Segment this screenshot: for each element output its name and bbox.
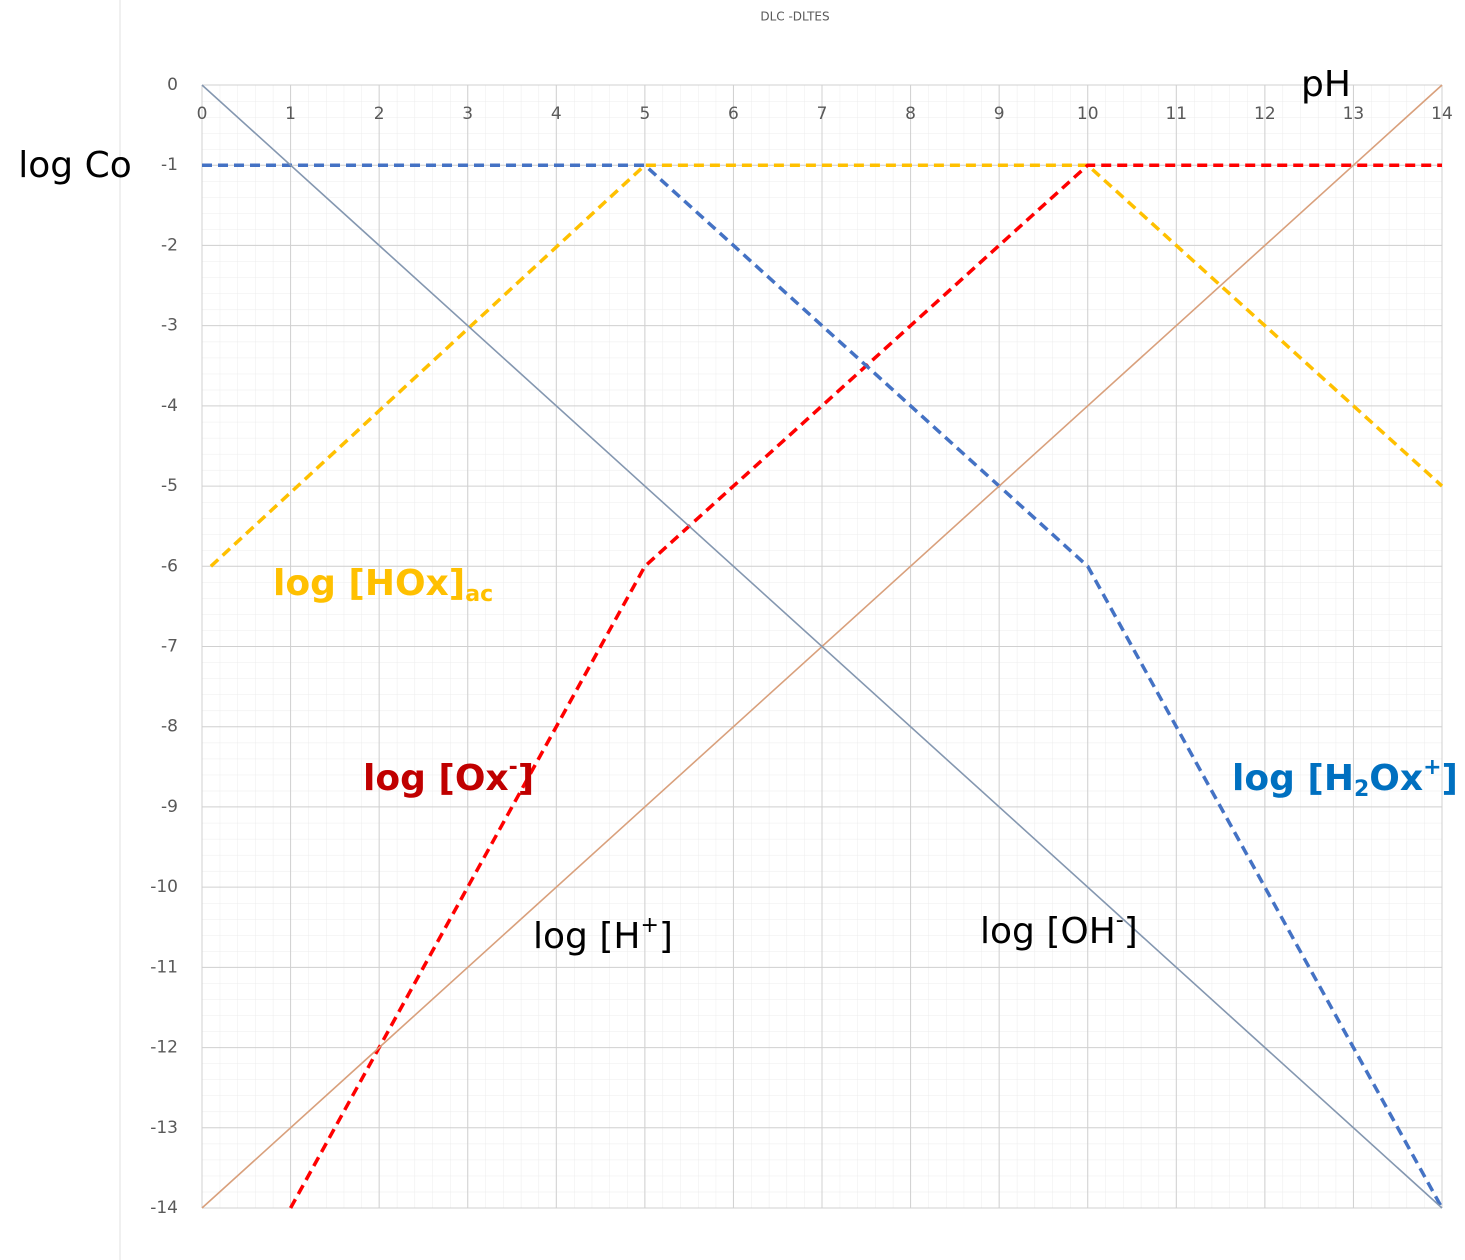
series-label-part: ]: [659, 916, 673, 957]
series-label: log [OH-]: [980, 908, 1138, 952]
y-tick-label: -7: [161, 637, 178, 657]
x-tick-label: 13: [1343, 104, 1365, 124]
y-tick-label: -5: [161, 476, 178, 496]
x-tick-label: 6: [728, 104, 739, 124]
x-tick-label: 2: [374, 104, 385, 124]
y-tick-label: -10: [150, 877, 178, 897]
series-label: log [H2Ox+]: [1232, 755, 1458, 802]
chart-title: DLC -DLTES: [760, 10, 829, 24]
x-tick-label: 5: [639, 104, 650, 124]
series-label-part: ]: [1124, 911, 1138, 952]
y-tick-label: -9: [161, 797, 178, 817]
x-tick-label: 14: [1431, 104, 1453, 124]
y-tick-label: -1: [161, 155, 178, 175]
series-label-part: +: [1423, 755, 1441, 780]
x-tick-label: 4: [551, 104, 562, 124]
x-tick-label: 8: [905, 104, 916, 124]
series-label-part: log [HOx]: [273, 563, 465, 604]
series-label-part: ]: [518, 758, 534, 799]
series-label-part: log [H: [1232, 758, 1354, 799]
series-label-part: -: [509, 755, 518, 780]
series-label-part: +: [640, 913, 658, 938]
x-tick-label: 11: [1165, 104, 1187, 124]
series-label: log [H+]: [533, 913, 673, 957]
series-label-part: ac: [465, 582, 493, 607]
series-line: [201, 84, 1443, 1209]
y-tick-label: -4: [161, 396, 178, 416]
series-label-part: log [OH: [980, 911, 1116, 952]
y-tick-label: -14: [150, 1198, 178, 1218]
series-label: log [HOx]ac: [273, 563, 493, 607]
series-label-part: log [Ox: [363, 758, 509, 799]
y-tick-label: -8: [161, 717, 178, 737]
series-label-part: Ox: [1369, 758, 1423, 799]
y-tick-label: -3: [161, 316, 178, 336]
x-tick-label: 1: [285, 104, 296, 124]
series-label-part: 2: [1354, 777, 1369, 802]
series-label-part: -: [1116, 908, 1124, 933]
x-tick-label: 7: [817, 104, 828, 124]
series-line: [209, 163, 1444, 568]
y-axis-label: log Co: [18, 145, 131, 186]
x-tick-label: 10: [1077, 104, 1099, 124]
series-label-part: ]: [1442, 758, 1458, 799]
y-tick-label: -12: [150, 1038, 178, 1058]
y-tick-label: -13: [150, 1118, 178, 1138]
y-tick-label: -11: [150, 957, 178, 977]
y-tick-label: 0: [167, 75, 178, 95]
x-tick-label: 0: [197, 104, 208, 124]
y-tick-label: -6: [161, 556, 178, 576]
x-tick-label: 9: [994, 104, 1005, 124]
series-label: log [Ox-]: [363, 755, 534, 799]
series-line: [202, 163, 1444, 1209]
series-label-part: log [H: [533, 916, 640, 957]
x-axis-label: pH: [1301, 64, 1351, 105]
y-tick-label: -2: [161, 235, 178, 255]
x-tick-label: 3: [462, 104, 473, 124]
x-tick-label: 12: [1254, 104, 1276, 124]
